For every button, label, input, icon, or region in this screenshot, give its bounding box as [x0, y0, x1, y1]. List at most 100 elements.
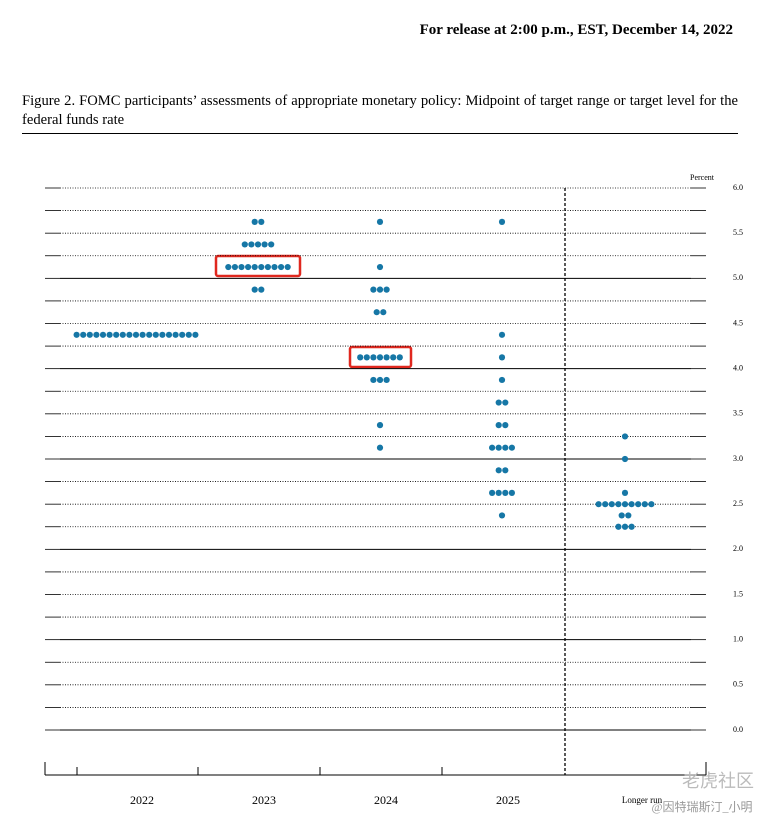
- dot: [380, 309, 387, 316]
- dot: [261, 241, 268, 248]
- dot: [648, 501, 655, 508]
- y-tick-label: 1.0: [733, 634, 743, 643]
- dot: [165, 331, 173, 338]
- dot: [119, 331, 126, 338]
- dot: [628, 523, 635, 530]
- dot: [621, 523, 629, 530]
- dot: [284, 263, 291, 271]
- dot: [621, 501, 629, 508]
- dot: [502, 467, 509, 474]
- dot: [390, 354, 397, 361]
- dot: [625, 512, 632, 519]
- x-tick-label: 2022: [130, 793, 154, 807]
- dot: [139, 331, 146, 338]
- highlight-box: [348, 345, 413, 369]
- dot: [376, 422, 384, 429]
- dot: [621, 455, 629, 463]
- dot: [73, 331, 80, 338]
- dot: [132, 331, 140, 338]
- dot: [373, 309, 380, 316]
- y-tick-label: 5.0: [733, 273, 743, 282]
- y-tick-label: 5.5: [733, 228, 743, 237]
- dot: [99, 331, 107, 338]
- dot: [106, 331, 113, 338]
- dot: [159, 331, 166, 338]
- x-tick-label: 2024: [374, 793, 398, 807]
- dot: [508, 444, 515, 451]
- dot: [502, 399, 509, 406]
- release-header: For release at 2:00 p.m., EST, December …: [419, 22, 733, 38]
- chart-title: Figure 2. FOMC participants’ assessments…: [22, 93, 738, 128]
- dot: [370, 376, 377, 384]
- dot: [113, 331, 120, 338]
- title-rule: [22, 133, 738, 134]
- dot: [258, 286, 265, 293]
- dot: [258, 218, 265, 225]
- dot: [508, 489, 515, 496]
- dot: [370, 286, 377, 293]
- y-tick-label: 1.5: [733, 589, 743, 598]
- dot: [498, 218, 506, 225]
- watermark-user: @因特瑞斯汀_小明: [651, 799, 752, 814]
- dot: [278, 263, 285, 271]
- dot: [635, 501, 642, 508]
- dot: [495, 399, 502, 406]
- dot: [376, 354, 384, 361]
- dot: [172, 331, 179, 338]
- y-tick-label: 2.0: [733, 544, 743, 553]
- dot: [489, 444, 496, 451]
- dot: [615, 523, 622, 530]
- dot: [245, 263, 252, 271]
- dot: [495, 444, 502, 451]
- dot: [595, 501, 602, 508]
- x-tick-label: 2023: [252, 793, 276, 807]
- dot: [618, 512, 625, 519]
- y-tick-label: 4.5: [733, 318, 743, 327]
- dot: [268, 241, 275, 248]
- dot: [238, 263, 245, 271]
- dot: [615, 501, 622, 508]
- dot: [383, 286, 390, 293]
- dot: [152, 331, 159, 338]
- dot: [383, 354, 390, 361]
- y-tick-label: 0.5: [733, 680, 743, 689]
- dot: [146, 331, 153, 338]
- dot: [363, 354, 370, 361]
- dot: [495, 467, 502, 474]
- dot: [495, 422, 502, 429]
- y-tick-label: 3.5: [733, 409, 743, 418]
- dot: [185, 331, 192, 338]
- dot: [251, 286, 258, 293]
- dot: [498, 331, 506, 338]
- dot: [608, 501, 615, 508]
- dot: [376, 444, 384, 451]
- dot: [231, 263, 238, 271]
- y-tick-label: 2.5: [733, 499, 743, 508]
- dot: [248, 241, 255, 248]
- dot: [192, 331, 199, 338]
- dot: [357, 354, 364, 361]
- dot: [86, 331, 93, 338]
- dot: [383, 376, 390, 384]
- x-tick-label: 2025: [496, 793, 520, 807]
- dot: [498, 512, 506, 519]
- dot: [271, 263, 278, 271]
- y-tick-label: 4.0: [733, 363, 743, 372]
- dot: [498, 354, 506, 361]
- dot: [628, 501, 635, 508]
- dot: [251, 263, 258, 271]
- dot: [641, 501, 648, 508]
- y-tick-label: 6.0: [733, 183, 743, 192]
- dot: [502, 444, 509, 451]
- dot: [621, 433, 629, 440]
- dot: [93, 331, 100, 338]
- dot: [489, 489, 496, 496]
- dot: [126, 331, 133, 338]
- dot: [396, 354, 403, 361]
- dot: [258, 263, 265, 271]
- x-tick-label: Longer run: [622, 795, 663, 805]
- y-tick-label: 3.0: [733, 454, 743, 463]
- dot: [621, 489, 629, 496]
- dot: [264, 263, 271, 271]
- dot: [80, 331, 87, 338]
